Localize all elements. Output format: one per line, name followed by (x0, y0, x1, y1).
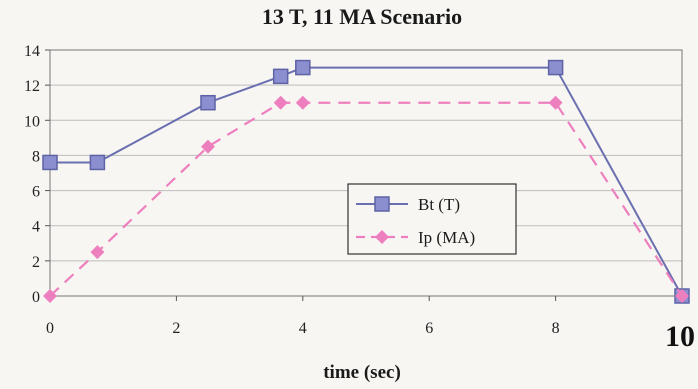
data-point (548, 95, 563, 110)
data-point (89, 154, 106, 171)
data-point (90, 245, 105, 260)
data-point (272, 68, 289, 85)
data-point (547, 59, 564, 76)
legend-label-ip: Ip (MA) (418, 228, 475, 247)
data-point (295, 59, 311, 76)
y-tick-label: 0 (32, 289, 40, 306)
data-point (273, 95, 288, 110)
y-tick-label: 6 (32, 184, 40, 201)
y-tick-label: 12 (24, 78, 40, 95)
y-tick-label: 10 (24, 113, 40, 130)
plot-area (49, 49, 683, 297)
x-tick-label: 10 (665, 320, 695, 353)
legend: Bt (T) Ip (MA) (347, 183, 517, 255)
data-point (43, 289, 57, 303)
x-axis: 0 2 4 6 8 10 (46, 296, 695, 353)
x-tick-label: 2 (172, 320, 180, 337)
x-tick-label: 8 (552, 320, 560, 337)
x-tick-label: 6 (425, 320, 433, 337)
data-point (200, 94, 216, 111)
data-point (42, 154, 58, 171)
x-tick-label: 4 (299, 320, 307, 337)
series-0 (42, 59, 690, 304)
y-axis: 0 2 4 6 8 10 12 14 (24, 43, 50, 306)
legend-item-ip: Ip (MA) (356, 228, 475, 247)
series-1 (43, 95, 689, 303)
legend-label-bt: Bt (T) (418, 195, 460, 214)
legend-item-bt: Bt (T) (356, 195, 460, 214)
x-tick-label: 0 (46, 320, 54, 337)
legend-marker-ip (375, 230, 389, 244)
x-axis-label: time (sec) (323, 362, 401, 383)
y-tick-label: 4 (32, 219, 40, 236)
y-tick-label: 2 (32, 254, 40, 271)
data-point (295, 95, 310, 110)
legend-box (347, 183, 517, 255)
chart-title: 13 T, 11 MA Scenario (262, 4, 462, 29)
y-tick-label: 14 (24, 43, 40, 60)
y-tick-label: 8 (32, 148, 40, 165)
data-point (201, 139, 215, 154)
legend-marker-bt (374, 196, 390, 212)
series-layer (42, 59, 690, 304)
data-point (675, 289, 689, 303)
